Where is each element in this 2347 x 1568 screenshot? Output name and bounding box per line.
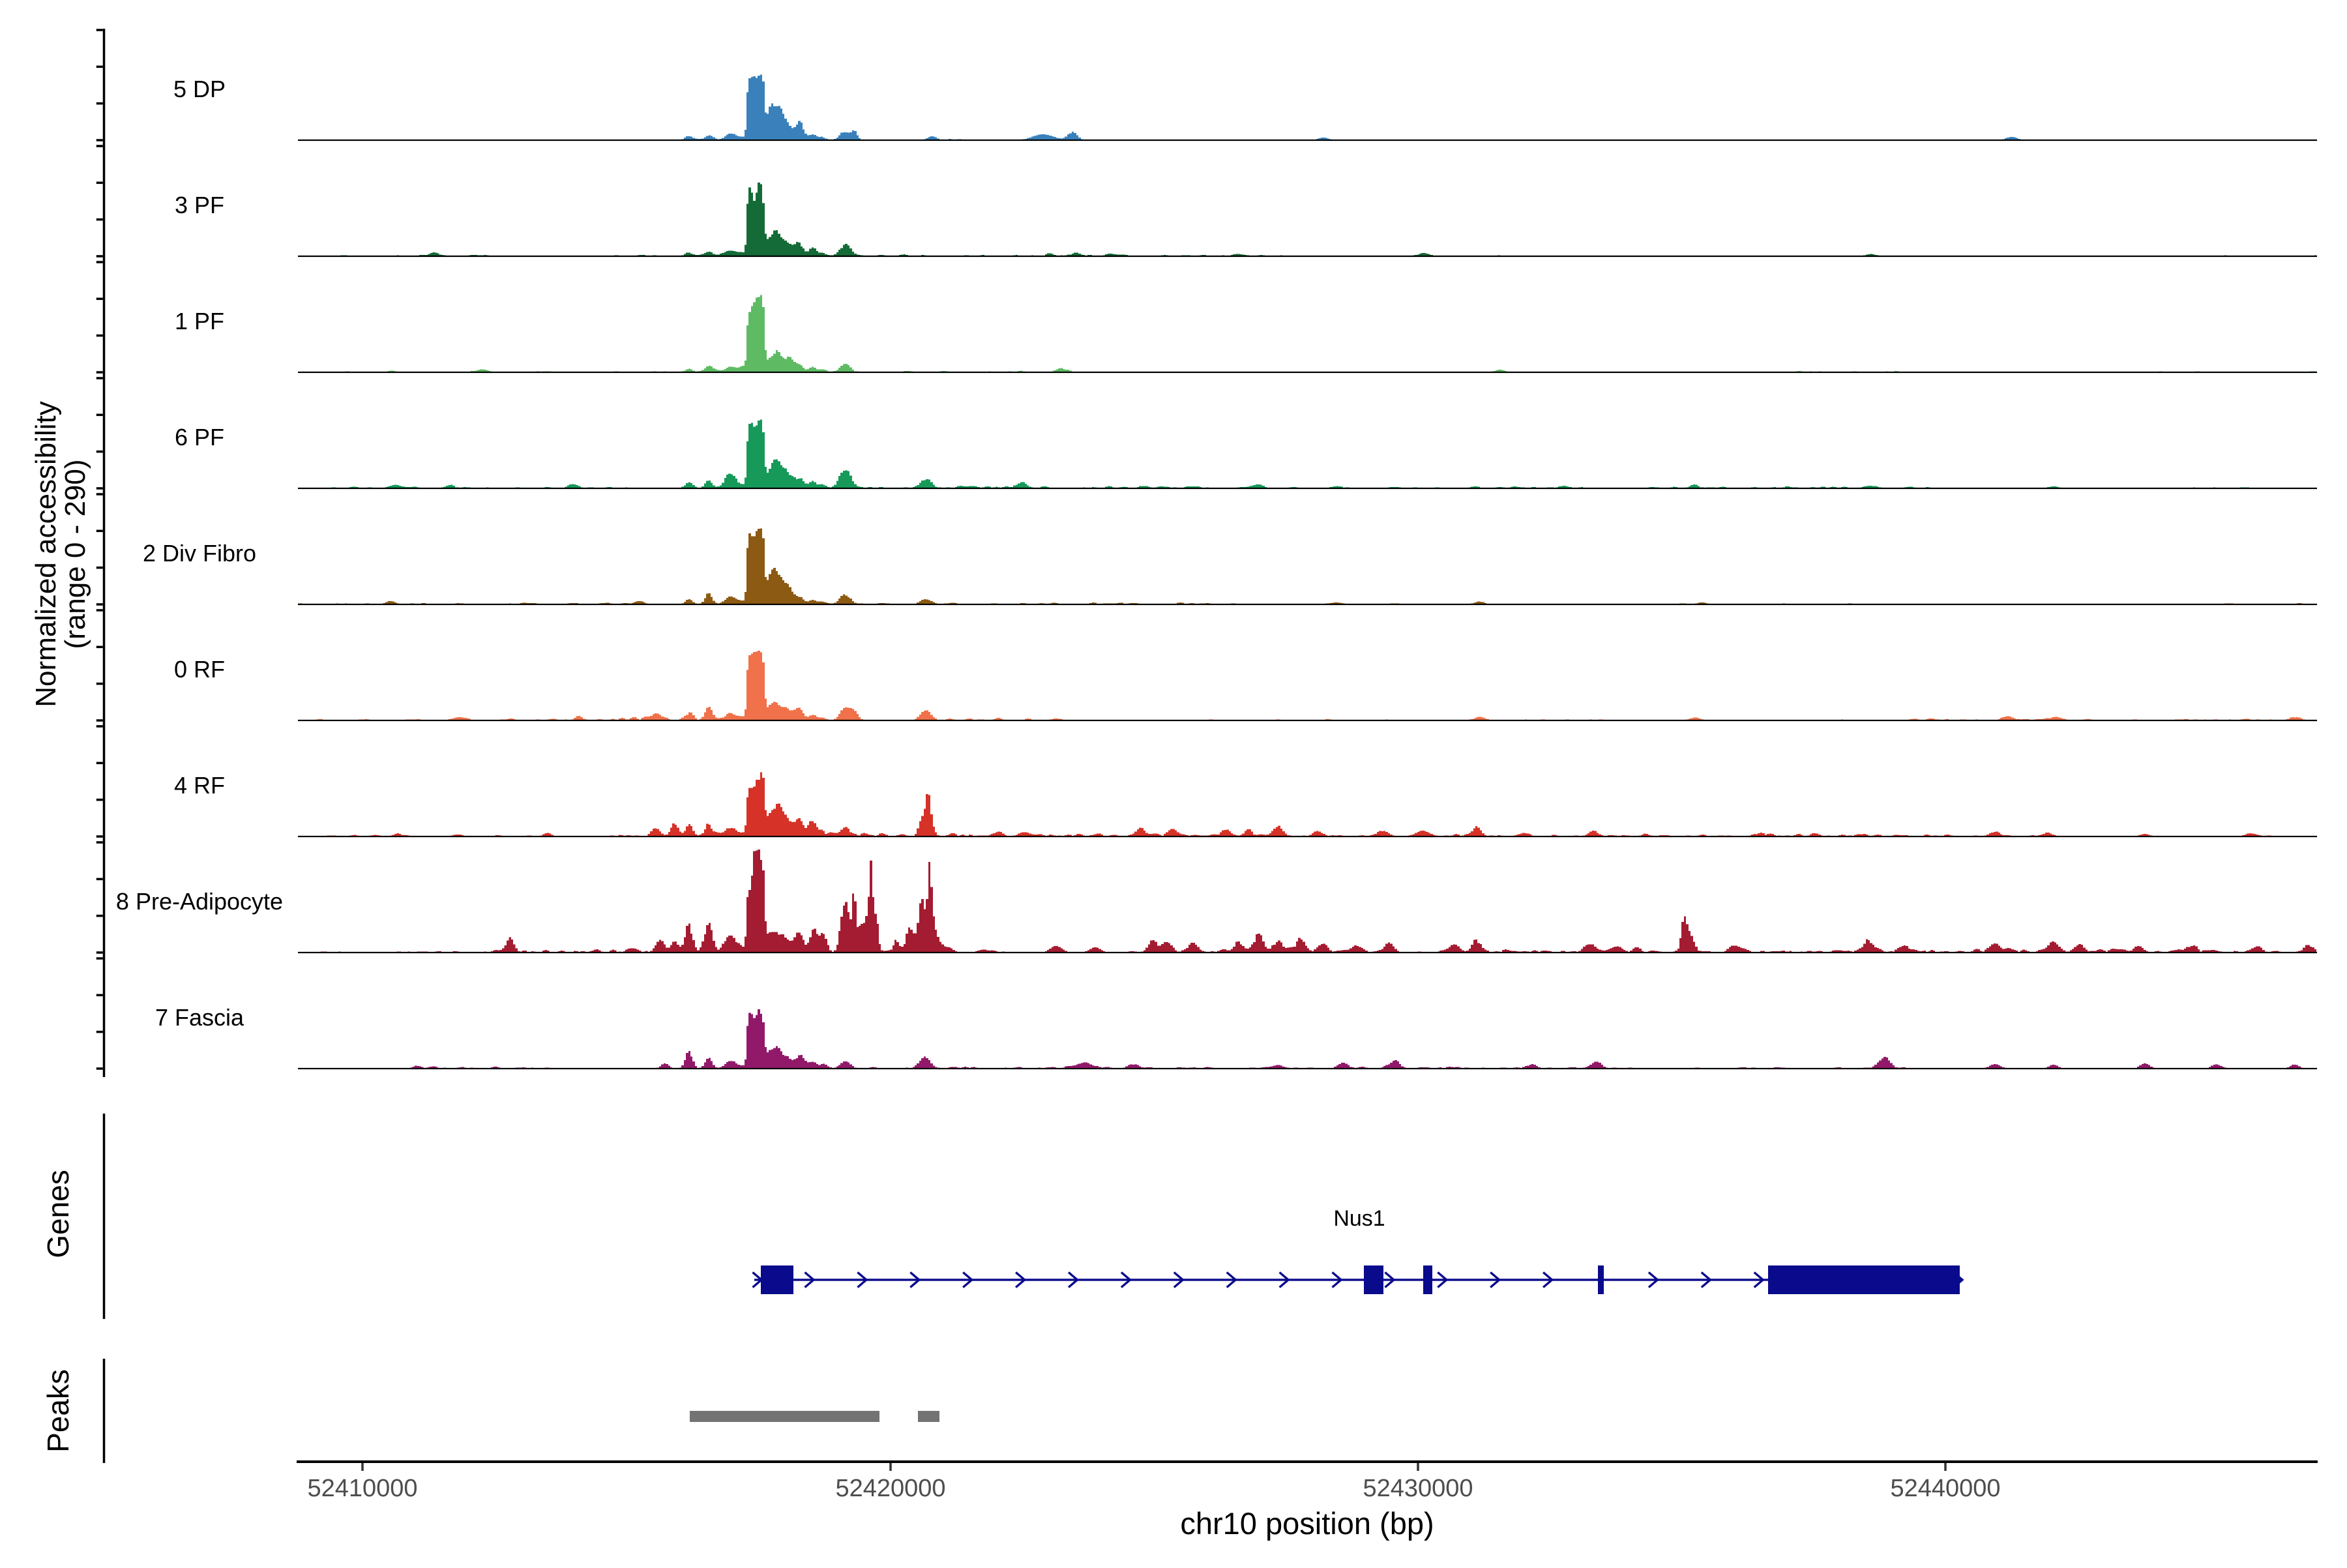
svg-text:5 DP: 5 DP [173, 76, 226, 102]
svg-text:6 PF: 6 PF [175, 424, 224, 451]
svg-text:52430000: 52430000 [1363, 1475, 1473, 1502]
svg-text:7 Fascia: 7 Fascia [155, 1004, 244, 1031]
svg-text:3 PF: 3 PF [175, 192, 224, 218]
svg-text:8 Pre-Adipocyte: 8 Pre-Adipocyte [116, 888, 283, 915]
svg-text:Genes: Genes [41, 1170, 75, 1258]
svg-text:52440000: 52440000 [1890, 1475, 2000, 1502]
svg-text:chr10 position (bp): chr10 position (bp) [1180, 1506, 1434, 1541]
svg-text:52420000: 52420000 [835, 1475, 945, 1502]
svg-text:1 PF: 1 PF [175, 308, 224, 334]
svg-text:4 RF: 4 RF [174, 772, 225, 799]
svg-text:Normalized accessibility: Normalized accessibility [30, 401, 62, 707]
svg-text:Nus1: Nus1 [1333, 1206, 1385, 1231]
svg-text:0 RF: 0 RF [174, 656, 225, 683]
svg-text:2 Div Fibro: 2 Div Fibro [143, 540, 256, 567]
svg-text:Peaks: Peaks [41, 1369, 75, 1453]
svg-text:(range 0 - 290): (range 0 - 290) [59, 459, 91, 649]
svg-text:52410000: 52410000 [307, 1475, 417, 1502]
